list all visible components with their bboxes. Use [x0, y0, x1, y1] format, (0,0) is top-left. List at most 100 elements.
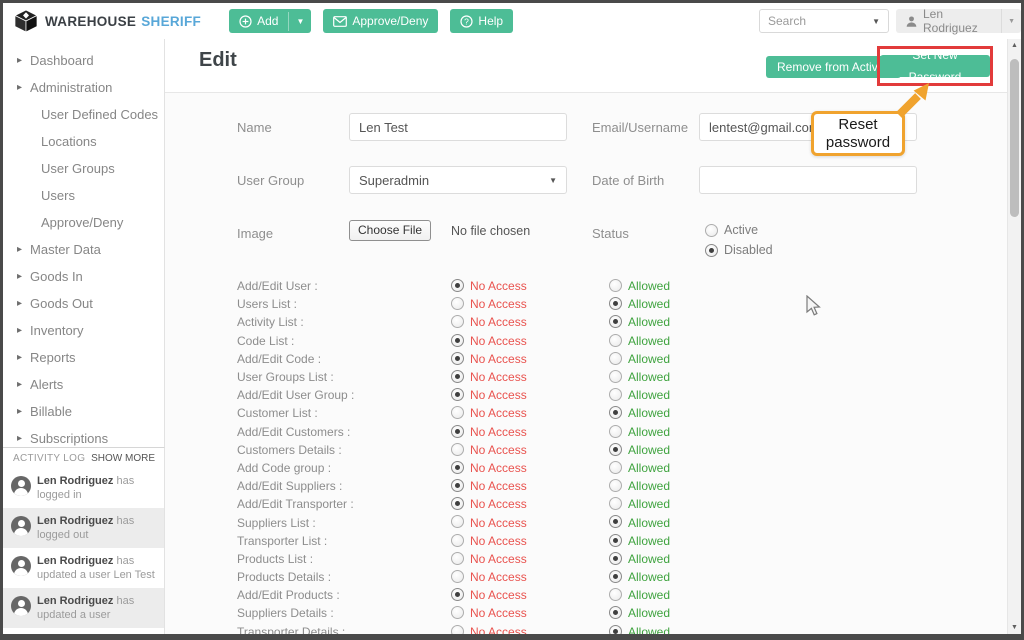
scroll-down-icon[interactable]: ▼ — [1011, 624, 1018, 631]
no-access-label: No Access — [470, 279, 527, 294]
status-option-active[interactable]: Active — [705, 223, 773, 237]
permission-row: Suppliers List : No Access Allowed — [165, 513, 1007, 531]
sidebar-item-subscriptions[interactable]: ▸ Subscriptions — [3, 425, 164, 452]
radio-allowed[interactable] — [609, 479, 622, 493]
activity-log-entry[interactable]: Len Rodriguez has updated a user Len Tes… — [3, 548, 164, 588]
sidebar-item-users[interactable]: Users — [3, 182, 164, 209]
radio-allowed[interactable] — [609, 551, 622, 565]
radio-no-access[interactable] — [451, 442, 464, 456]
scroll-up-icon[interactable]: ▲ — [1011, 42, 1018, 49]
radio-allowed[interactable] — [609, 351, 622, 365]
user-menu[interactable]: Len Rodriguez ▼ — [896, 7, 1021, 35]
radio-no-access[interactable] — [451, 570, 464, 583]
radio-no-access[interactable] — [451, 588, 464, 602]
sidebar-item-user-groups[interactable]: User Groups — [3, 155, 164, 182]
no-access-label: No Access — [470, 515, 527, 530]
radio-allowed[interactable] — [609, 606, 622, 620]
allowed-label: Allowed — [628, 479, 671, 494]
radio-no-access[interactable] — [451, 333, 464, 347]
sidebar-item-billable[interactable]: ▸ Billable — [3, 398, 164, 425]
radio-no-access[interactable] — [451, 424, 464, 438]
radio-no-access[interactable] — [451, 369, 464, 383]
radio-allowed[interactable] — [609, 460, 622, 474]
radio-no-access[interactable] — [451, 606, 464, 620]
no-access-label: No Access — [470, 315, 527, 330]
scrollbar-thumb[interactable] — [1010, 59, 1019, 217]
sidebar-item-goods-in[interactable]: ▸ Goods In — [3, 263, 164, 290]
sidebar-item-label: Inventory — [30, 323, 84, 338]
radio-no-access[interactable] — [451, 351, 464, 365]
radio-allowed[interactable] — [609, 297, 622, 311]
sidebar-item-label: Goods In — [30, 269, 83, 284]
radio-allowed[interactable] — [609, 279, 622, 292]
radio-no-access[interactable] — [451, 406, 464, 420]
radio-allowed[interactable] — [609, 515, 622, 529]
radio-disabled[interactable] — [705, 243, 718, 257]
activity-action: has logged in — [37, 475, 135, 501]
radio-no-access[interactable] — [451, 533, 464, 547]
radio-no-access[interactable] — [451, 479, 464, 493]
choose-file-button[interactable]: Choose File — [349, 220, 432, 241]
permission-row: Add/Edit Transporter : No Access Allowed — [165, 495, 1007, 513]
no-access-label: No Access — [470, 406, 527, 421]
radio-allowed[interactable] — [609, 333, 622, 347]
help-button[interactable]: ? Help — [450, 9, 514, 33]
activity-log-entry[interactable]: Len Rodriguez has updated a user — [3, 628, 164, 634]
radio-allowed[interactable] — [609, 442, 622, 456]
add-button[interactable]: Add ▼ — [229, 9, 312, 33]
sidebar-item-administration[interactable]: ▸ Administration — [3, 74, 164, 101]
name-field[interactable] — [349, 113, 567, 141]
radio-no-access[interactable] — [451, 315, 464, 329]
sidebar-item-master-data[interactable]: ▸ Master Data — [3, 236, 164, 263]
show-more-link[interactable]: SHOW MORE — [91, 453, 155, 464]
vertical-scrollbar[interactable]: ▲ ▼ — [1007, 39, 1021, 634]
activity-log-entry[interactable]: Len Rodriguez has logged in — [3, 468, 164, 508]
user-group-value: Superadmin — [359, 172, 430, 188]
allowed-label: Allowed — [628, 588, 671, 603]
radio-allowed[interactable] — [609, 533, 622, 547]
permission-label: Transporter List : — [237, 533, 328, 548]
user-group-select[interactable]: Superadmin ▼ — [349, 166, 567, 194]
radio-allowed[interactable] — [609, 315, 622, 329]
radio-allowed[interactable] — [609, 424, 622, 438]
brand-logo[interactable]: WAREHOUSE SHERIFF — [14, 9, 201, 33]
radio-allowed[interactable] — [609, 369, 622, 383]
sidebar-item-reports[interactable]: ▸ Reports — [3, 344, 164, 371]
radio-active[interactable] — [705, 223, 718, 237]
sidebar-item-approve-deny[interactable]: Approve/Deny — [3, 209, 164, 236]
radio-allowed[interactable] — [609, 406, 622, 420]
app-window: WAREHOUSE SHERIFF Add ▼ Approve/Deny — [3, 3, 1021, 634]
user-menu-caret[interactable]: ▼ — [1001, 9, 1021, 33]
remove-from-activity-button[interactable]: Remove from Activity — [766, 56, 901, 78]
radio-no-access[interactable] — [451, 551, 464, 565]
radio-allowed[interactable] — [609, 624, 622, 634]
sidebar-item-user-defined-codes[interactable]: User Defined Codes — [3, 101, 164, 128]
sidebar-item-goods-out[interactable]: ▸ Goods Out — [3, 290, 164, 317]
radio-no-access[interactable] — [451, 515, 464, 529]
radio-allowed[interactable] — [609, 497, 622, 511]
radio-no-access[interactable] — [451, 497, 464, 511]
sidebar-item-inventory[interactable]: ▸ Inventory — [3, 317, 164, 344]
sidebar-item-locations[interactable]: Locations — [3, 128, 164, 155]
activity-log-entry[interactable]: Len Rodriguez has logged out — [3, 508, 164, 548]
radio-no-access[interactable] — [451, 279, 464, 292]
set-new-password-button[interactable]: Set New Password — [880, 48, 990, 84]
radio-no-access[interactable] — [451, 460, 464, 474]
search-dropdown[interactable]: Search ▼ — [759, 9, 889, 33]
add-dropdown-caret[interactable]: ▼ — [288, 11, 311, 31]
radio-allowed[interactable] — [609, 570, 622, 583]
radio-no-access[interactable] — [451, 388, 464, 402]
radio-allowed[interactable] — [609, 388, 622, 402]
dob-field[interactable] — [699, 166, 917, 194]
radio-no-access[interactable] — [451, 624, 464, 634]
approve-deny-button[interactable]: Approve/Deny — [323, 9, 439, 33]
search-placeholder: Search — [768, 14, 807, 28]
activity-log-entry[interactable]: Len Rodriguez has updated a user — [3, 588, 164, 628]
radio-allowed[interactable] — [609, 588, 622, 602]
sidebar-item-alerts[interactable]: ▸ Alerts — [3, 371, 164, 398]
sidebar-item-label: Administration — [30, 80, 113, 95]
sidebar-item-dashboard[interactable]: ▸ Dashboard — [3, 47, 164, 74]
radio-no-access[interactable] — [451, 297, 464, 311]
no-access-label: No Access — [470, 497, 527, 512]
status-option-disabled[interactable]: Disabled — [705, 243, 773, 257]
